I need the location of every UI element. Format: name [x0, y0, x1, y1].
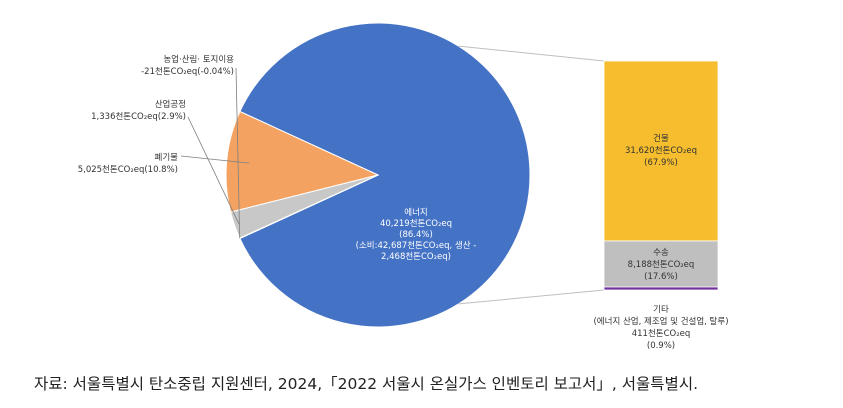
- source-note: 자료: 서울특별시 탄소중립 지원센터, 2024,「2022 서울시 온실가스…: [34, 375, 699, 393]
- bar-segment-기타: [603, 286, 719, 291]
- connector-lines: [458, 45, 605, 305]
- label-에너지-line-1: 40,219천톤CO₂eq: [380, 218, 452, 229]
- label-산업공정-line-1: 1,336천톤CO₂eq(2.9%): [91, 111, 186, 122]
- chart: 에너지40,219천톤CO₂eq(86.4%)(소비:42,687천톤CO₂eq…: [78, 22, 729, 351]
- label-건물-line-1: 31,620천톤CO₂eq: [625, 145, 697, 156]
- label-농업-산림-토지이용-line-1: -21천톤CO₂eq(-0.04%): [141, 66, 234, 77]
- pie-slice-에너지: [239, 22, 531, 328]
- leader-line-농업-산림-토지이용: [235, 67, 241, 239]
- bar-segment-수송: [603, 240, 719, 289]
- label-기타-line-0: 기타: [653, 305, 669, 315]
- connector-line-top: [458, 45, 605, 62]
- label-산업공정-line-0: 산업공정: [155, 99, 186, 110]
- label-폐기물-line-1: 5,025천톤CO₂eq(10.8%): [78, 164, 178, 175]
- connector-line-bottom: [458, 289, 605, 305]
- label-기타-line-2: 411천톤CO₂eq: [632, 328, 691, 339]
- label-에너지-line-0: 에너지: [404, 207, 427, 218]
- label-농업-산림-토지이용-line-0: 농업·산림· 토지이용: [163, 54, 234, 65]
- bar-segment-건물: [603, 60, 719, 242]
- labels: 에너지40,219천톤CO₂eq(86.4%)(소비:42,687천톤CO₂eq…: [78, 54, 729, 351]
- label-건물-line-0: 건물: [653, 133, 669, 144]
- label-기타-line-3: (0.9%): [647, 341, 675, 351]
- label-건물-line-2: (67.9%): [644, 158, 678, 168]
- energy-breakdown-bar: [603, 60, 719, 291]
- label-수송-line-1: 8,188천톤CO₂eq: [628, 259, 695, 270]
- label-에너지-line-3: (소비:42,687천톤CO₂eq, 생산 -: [356, 240, 477, 251]
- label-기타-line-1: (에너지 산업, 제조업 및 건설업, 탈루): [593, 316, 728, 327]
- label-폐기물-line-0: 폐기물: [155, 152, 179, 163]
- label-수송-line-0: 수송: [653, 248, 669, 258]
- label-에너지-line-2: (86.4%): [399, 230, 433, 240]
- label-수송-line-2: (17.6%): [644, 272, 678, 282]
- leader-line-산업공정: [187, 116, 240, 224]
- pie-chart: [225, 22, 531, 328]
- label-에너지-line-4: 2,468천톤CO₂eq): [381, 251, 451, 262]
